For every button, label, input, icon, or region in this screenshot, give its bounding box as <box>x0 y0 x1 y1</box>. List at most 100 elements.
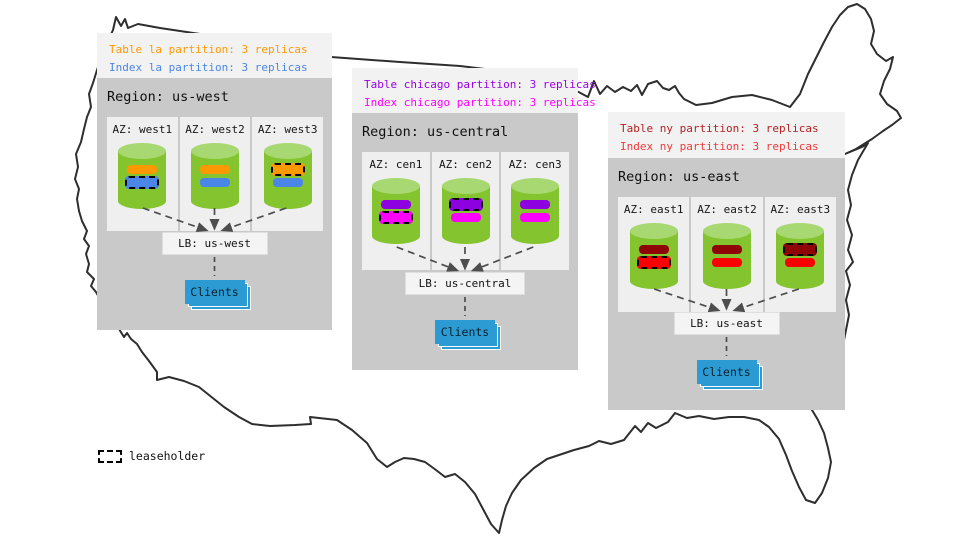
cylinder-top <box>702 223 751 239</box>
database-cylinder <box>702 223 751 289</box>
az-row: AZ: west1 AZ: west2 <box>107 117 324 231</box>
index-replica <box>520 213 551 222</box>
caption-index-line: Index la partition: 3 replicas <box>109 60 308 74</box>
cylinder-top <box>191 143 239 159</box>
region-us-west: Region: us-west AZ: west1 AZ: west2 <box>97 78 332 330</box>
clients-label: Clients <box>696 360 757 384</box>
us-map-path <box>74 3 902 534</box>
cylinder-top <box>629 223 678 239</box>
caption-index-line: Index chicago partition: 3 replicas <box>364 95 596 109</box>
table-replica-leaseholder <box>448 198 483 211</box>
az-row: AZ: east1 AZ: east2 <box>618 197 836 312</box>
caption-table-line: Table chicago partition: 3 replicas <box>364 78 596 91</box>
cylinder-body <box>776 231 825 281</box>
index-replica <box>272 178 303 187</box>
clients-node: Clients <box>435 320 501 350</box>
database-cylinder <box>191 143 239 209</box>
replicas <box>200 165 230 187</box>
caption-us-central: Table chicago partition: 3 replicas Inde… <box>352 68 596 113</box>
index-replica <box>200 178 230 187</box>
region-title: Region: us-east <box>618 169 740 185</box>
table-replica <box>638 245 669 254</box>
database-cylinder <box>263 143 312 209</box>
clients-label: Clients <box>435 320 495 344</box>
az-cen3: AZ: cen3 <box>501 152 570 270</box>
replicas <box>520 200 551 222</box>
cylinder-top <box>441 178 490 194</box>
region-title: Region: us-central <box>362 124 509 140</box>
cylinder-top <box>511 178 560 194</box>
region-us-east: Region: us-east AZ: east1 AZ: east2 <box>608 158 845 410</box>
caption-us-east: Table ny partition: 3 replicas Index ny … <box>608 112 845 158</box>
index-replica-leaseholder <box>125 176 160 189</box>
database-cylinder <box>511 178 560 244</box>
az-row: AZ: cen1 AZ: cen2 <box>362 152 570 270</box>
clients-label: Clients <box>184 280 245 304</box>
az-east3: AZ: east3 <box>764 197 836 312</box>
az-label: AZ: west2 <box>185 123 245 136</box>
database-cylinder <box>118 143 167 209</box>
legend-label: leaseholder <box>129 449 206 463</box>
az-cen1: AZ: cen1 <box>362 152 430 270</box>
az-cen2: AZ: cen2 <box>431 152 500 270</box>
caption-table-line: Table la partition: 3 replicas <box>109 43 308 56</box>
region-title: Region: us-west <box>107 89 229 105</box>
cylinder-body <box>263 151 312 201</box>
index-replica <box>450 213 481 222</box>
database-cylinder <box>629 223 678 289</box>
az-east2: AZ: east2 <box>691 197 763 312</box>
table-replica <box>380 200 411 209</box>
legend: leaseholder <box>98 449 205 463</box>
replicas <box>636 245 671 269</box>
az-east1: AZ: east1 <box>618 197 690 312</box>
index-replica-leaseholder <box>636 256 671 269</box>
cylinder-body <box>702 231 751 281</box>
cylinder-body <box>191 151 239 201</box>
az-label: AZ: cen2 <box>439 158 492 171</box>
load-balancer-us-central: LB: us-central <box>405 272 525 295</box>
load-balancer-us-west: LB: us-west <box>161 232 268 255</box>
database-cylinder <box>441 178 490 244</box>
caption-us-west: Table la partition: 3 replicas Index la … <box>97 33 332 78</box>
region-us-central: Region: us-central AZ: cen1 AZ: cen2 <box>352 113 578 370</box>
az-west1: AZ: west1 <box>107 117 178 231</box>
az-west3: AZ: west3 <box>252 117 324 231</box>
table-replica <box>200 165 230 174</box>
caption-index-line: Index ny partition: 3 replicas <box>620 139 819 153</box>
az-label: AZ: cen3 <box>508 158 562 171</box>
cylinder-body <box>441 186 490 236</box>
replicas <box>270 163 305 187</box>
az-label: AZ: east2 <box>697 203 757 216</box>
table-replica <box>127 165 158 174</box>
table-replica <box>520 200 551 209</box>
table-replica-leaseholder <box>270 163 305 176</box>
clients-node: Clients <box>184 280 251 310</box>
cylinder-top <box>263 143 312 159</box>
index-replica-leaseholder <box>378 211 413 224</box>
az-label: AZ: cen1 <box>369 158 423 171</box>
az-label: AZ: east3 <box>770 203 831 216</box>
caption-table-line: Table ny partition: 3 replicas <box>620 122 819 135</box>
cylinder-top <box>118 143 167 159</box>
replicas <box>783 243 818 267</box>
index-replica <box>711 258 742 267</box>
az-label: AZ: east1 <box>623 203 684 216</box>
cylinder-top <box>371 178 420 194</box>
load-balancer-us-east: LB: us-east <box>673 312 780 335</box>
cylinder-top <box>776 223 825 239</box>
leaseholder-dashed-swatch-icon <box>98 449 122 463</box>
az-label: AZ: west1 <box>112 123 173 136</box>
az-west2: AZ: west2 <box>179 117 251 231</box>
database-cylinder <box>776 223 825 289</box>
replicas <box>378 200 413 224</box>
clients-node: Clients <box>696 360 763 390</box>
replicas <box>125 165 160 189</box>
replicas <box>448 198 483 222</box>
az-label: AZ: west3 <box>257 123 318 136</box>
database-cylinder <box>371 178 420 244</box>
replicas <box>711 245 742 267</box>
index-replica <box>785 258 816 267</box>
table-replica-leaseholder <box>783 243 818 256</box>
cylinder-body <box>511 186 560 236</box>
